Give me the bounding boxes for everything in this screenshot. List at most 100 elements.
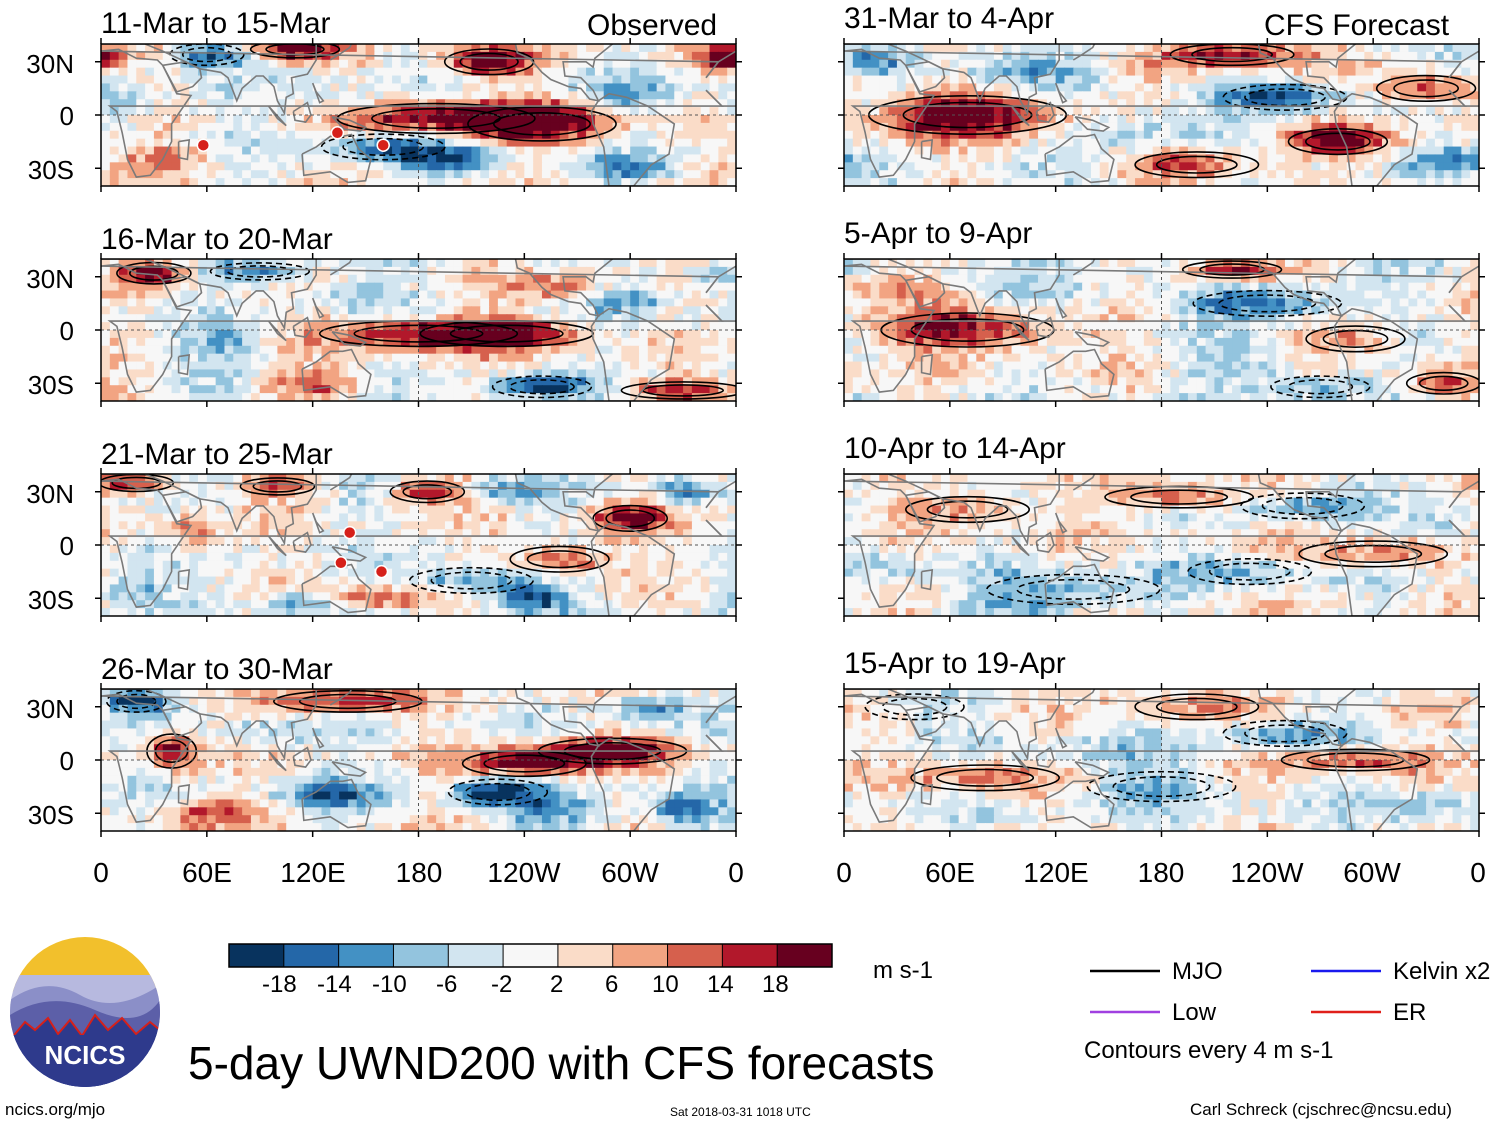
field-cell: [630, 306, 640, 315]
field-cell: [541, 497, 552, 507]
field-cell: [242, 760, 252, 769]
field-cell: [268, 560, 278, 570]
field-cell: [101, 99, 111, 108]
field-cell: [497, 91, 508, 100]
field-cell: [471, 361, 481, 371]
field-cell: [656, 99, 667, 108]
field-cell: [506, 314, 517, 323]
field-cell: [374, 783, 384, 793]
field-cell: [462, 600, 473, 609]
field-cell: [242, 696, 252, 706]
field-cell: [674, 474, 684, 483]
field-cell: [215, 170, 226, 179]
field-cell: [647, 537, 658, 546]
field-cell: [198, 545, 208, 554]
field-cell: [171, 608, 181, 616]
field-cell: [224, 600, 234, 609]
field-cell: [198, 282, 208, 292]
field-cell: [392, 274, 402, 284]
field-cell: [524, 83, 534, 92]
field-cell: [303, 154, 314, 163]
field-cell: [250, 576, 261, 586]
field-cell: [586, 497, 596, 507]
field-cell: [295, 162, 305, 171]
field-cell: [462, 513, 473, 522]
field-cell: [392, 592, 402, 601]
field-cell: [215, 529, 226, 538]
field-cell: [180, 178, 190, 186]
field-cell: [286, 282, 296, 292]
field-cell: [444, 138, 455, 148]
field-cell: [198, 314, 208, 323]
field-cell: [533, 704, 543, 714]
field-cell: [621, 545, 631, 554]
field-cell: [603, 322, 614, 331]
field-cell: [189, 274, 199, 284]
field-cell: [577, 59, 587, 69]
field-cell: [109, 489, 120, 499]
field-cell: [347, 728, 358, 737]
field-cell: [321, 481, 331, 491]
field-cell: [665, 728, 675, 737]
field-cell: [127, 600, 137, 609]
field-cell: [709, 91, 719, 100]
field-cell: [541, 760, 552, 769]
field-cell: [374, 385, 384, 394]
field-cell: [471, 51, 481, 61]
field-cell: [506, 361, 517, 371]
field-cell: [665, 162, 675, 171]
field-cell: [127, 274, 137, 284]
field-cell: [242, 130, 252, 140]
field-cell: [727, 75, 736, 85]
field-cell: [321, 385, 331, 394]
field-cell: [594, 744, 605, 753]
field-cell: [206, 712, 217, 722]
field-cell: [524, 704, 534, 714]
field-cell: [242, 775, 252, 785]
field-cell: [233, 290, 243, 300]
field-cell: [603, 377, 614, 386]
field-cell: [462, 259, 473, 268]
field-cell: [674, 67, 684, 77]
field-cell: [277, 314, 287, 323]
field-cell: [594, 552, 605, 562]
field-cell: [533, 584, 543, 593]
field-cell: [127, 552, 137, 562]
field-cell: [400, 282, 411, 292]
field-cell: [312, 752, 323, 761]
field-cell: [462, 306, 473, 315]
field-cell: [550, 170, 561, 179]
field-cell: [541, 75, 552, 85]
field-cell: [145, 704, 155, 714]
field-cell: [400, 330, 411, 339]
field-cell: [268, 361, 278, 371]
field-cell: [189, 568, 199, 578]
field-cell: [674, 489, 684, 499]
field-cell: [647, 521, 658, 530]
field-cell: [638, 513, 649, 522]
field-cell: [533, 75, 543, 85]
field-cell: [153, 298, 164, 307]
field-cell: [418, 130, 428, 140]
field-cell: [550, 513, 561, 522]
field-cell: [691, 154, 702, 163]
field-cell: [392, 369, 402, 378]
field-cell: [118, 369, 129, 378]
field-cell: [250, 767, 261, 777]
field-cell: [533, 497, 543, 507]
field-cell: [250, 99, 261, 108]
field-cell: [180, 83, 190, 92]
field-cell: [224, 545, 234, 554]
field-cell: [145, 377, 155, 386]
field-cell: [541, 146, 552, 156]
field-cell: [427, 600, 437, 609]
field-cell: [250, 259, 261, 268]
field-cell: [392, 744, 402, 753]
field-cell: [727, 170, 736, 179]
field-cell: [630, 385, 640, 394]
field-cell: [559, 720, 570, 730]
field-cell: [409, 330, 420, 339]
field-cell: [224, 521, 234, 530]
lat-label-30s: 30S: [27, 370, 74, 400]
field-cell: [568, 314, 578, 323]
